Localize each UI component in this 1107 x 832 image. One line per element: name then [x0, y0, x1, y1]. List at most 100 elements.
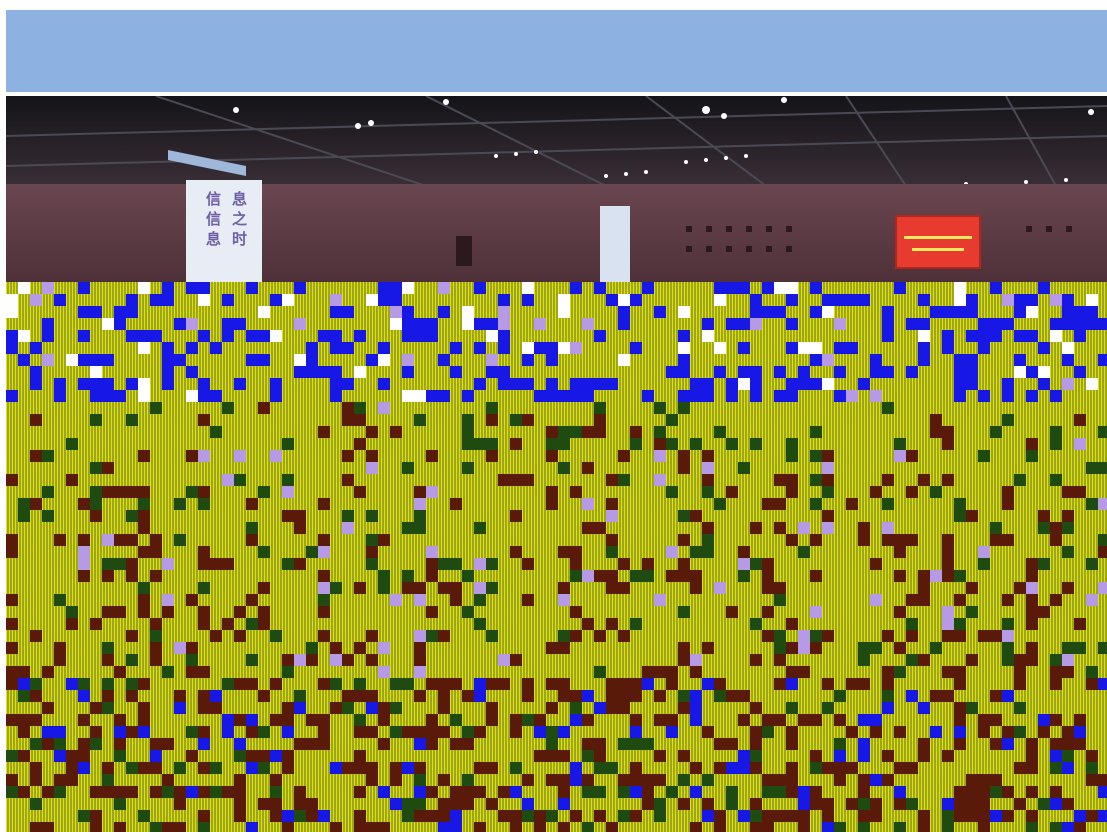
- floor-noise-cell: [426, 678, 438, 690]
- floor-noise-cell: [462, 738, 474, 750]
- floor-noise-cell: [42, 318, 54, 330]
- floor-noise-cell: [402, 810, 414, 822]
- floor-noise-cell: [570, 282, 582, 294]
- floor-noise-cell: [1026, 810, 1038, 822]
- floor-noise-cell: [606, 702, 618, 714]
- floor-noise-cell: [1002, 642, 1014, 654]
- floor-noise-cell: [1002, 618, 1014, 630]
- floor-noise-cell: [402, 306, 414, 318]
- floor-noise-cell: [198, 498, 210, 510]
- floor-noise-cell: [1050, 318, 1062, 330]
- floor-noise-cell: [1086, 666, 1098, 678]
- floor-noise-cell: [558, 582, 570, 594]
- floor-noise-cell: [1026, 618, 1038, 630]
- floor-noise-cell: [738, 690, 750, 702]
- floor-noise-cell: [954, 294, 966, 306]
- floor-noise-cell: [378, 294, 390, 306]
- floor-noise-cell: [1002, 810, 1014, 822]
- floor-noise-cell: [54, 774, 66, 786]
- floor-noise-cell: [894, 438, 906, 450]
- floor-noise-cell: [150, 402, 162, 414]
- floor-noise-cell: [882, 318, 894, 330]
- floor-noise-cell: [930, 306, 942, 318]
- floor-noise-cell: [114, 714, 126, 726]
- floor-noise-cell: [1098, 642, 1107, 654]
- left-vertical-banner: 信 息 之 信 息 时: [168, 150, 262, 282]
- floor-noise-cell: [630, 426, 642, 438]
- floor-noise-cell: [534, 810, 546, 822]
- floor-noise-cell: [246, 822, 258, 832]
- floor-noise-cell: [102, 690, 114, 702]
- floor-noise-cell: [474, 438, 486, 450]
- floor-noise-cell: [654, 402, 666, 414]
- floor-noise-cell: [834, 762, 846, 774]
- floor-noise-cell: [42, 354, 54, 366]
- floor-noise-cell: [594, 810, 606, 822]
- floor-noise-cell: [558, 630, 570, 642]
- floor-noise-cell: [702, 642, 714, 654]
- floor-noise-cell: [630, 786, 642, 798]
- floor-noise-cell: [366, 690, 378, 702]
- floor-noise-cell: [330, 342, 342, 354]
- floor-noise-cell: [90, 822, 102, 832]
- floor-noise-cell: [186, 642, 198, 654]
- floor-noise-cell: [6, 306, 18, 318]
- floor-noise-cell: [222, 402, 234, 414]
- floor-noise-cell: [702, 390, 714, 402]
- floor-noise-cell: [1086, 774, 1098, 786]
- floor-noise-cell: [762, 606, 774, 618]
- floor-noise-cell: [726, 786, 738, 798]
- floor-noise-cell: [402, 354, 414, 366]
- floor-noise-cell: [786, 726, 798, 738]
- floor-noise-cell: [414, 774, 426, 786]
- floor-noise-cell: [894, 822, 906, 832]
- floor-noise-cell: [966, 654, 978, 666]
- floor-noise-cell: [870, 354, 882, 366]
- floor-noise-cell: [666, 666, 678, 678]
- floor-noise-cell: [834, 750, 846, 762]
- floor-noise-cell: [414, 726, 426, 738]
- floor-noise-cell: [930, 426, 942, 438]
- floor-noise-cell: [1014, 762, 1026, 774]
- floor-noise-cell: [126, 570, 138, 582]
- floor-noise-cell: [438, 726, 450, 738]
- floor-noise-cell: [378, 354, 390, 366]
- floor-noise-cell: [918, 810, 930, 822]
- floor-noise-cell: [714, 762, 726, 774]
- floor-noise-cell: [882, 474, 894, 486]
- floor-noise-cell: [186, 390, 198, 402]
- floor-noise-cell: [990, 318, 1002, 330]
- floor-noise-cell: [702, 474, 714, 486]
- floor-noise-cell: [570, 342, 582, 354]
- banner-glyph-2: 息: [232, 190, 247, 208]
- floor-noise-cell: [786, 342, 798, 354]
- floor-noise-cell: [114, 666, 126, 678]
- floor-noise-cell: [222, 294, 234, 306]
- floor-noise-cell: [510, 546, 522, 558]
- floor-noise-cell: [54, 594, 66, 606]
- floor-noise-cell: [630, 690, 642, 702]
- floor-noise-cell: [162, 606, 174, 618]
- floor-noise-cell: [906, 630, 918, 642]
- floor-noise-cell: [354, 366, 366, 378]
- floor-noise-cell: [546, 498, 558, 510]
- floor-noise-cell: [678, 510, 690, 522]
- floor-noise-cell: [882, 330, 894, 342]
- floor-noise-cell: [414, 630, 426, 642]
- floor-noise-cell: [522, 558, 534, 570]
- floor-noise-cell: [738, 342, 750, 354]
- floor-noise-cell: [918, 654, 930, 666]
- floor-noise-cell: [1062, 762, 1074, 774]
- floor-noise-cell: [918, 750, 930, 762]
- floor-noise-cell: [138, 678, 150, 690]
- floor-noise-cell: [186, 750, 198, 762]
- floor-noise-cell: [6, 642, 18, 654]
- banner-glyph-5: 息: [206, 230, 221, 248]
- floor-noise-cell: [846, 726, 858, 738]
- floor-noise-cell: [1074, 318, 1086, 330]
- floor-noise-cell: [186, 366, 198, 378]
- floor-noise-cell: [654, 810, 666, 822]
- floor-noise-cell: [618, 630, 630, 642]
- floor-noise-cell: [318, 330, 330, 342]
- floor-noise-cell: [762, 822, 774, 832]
